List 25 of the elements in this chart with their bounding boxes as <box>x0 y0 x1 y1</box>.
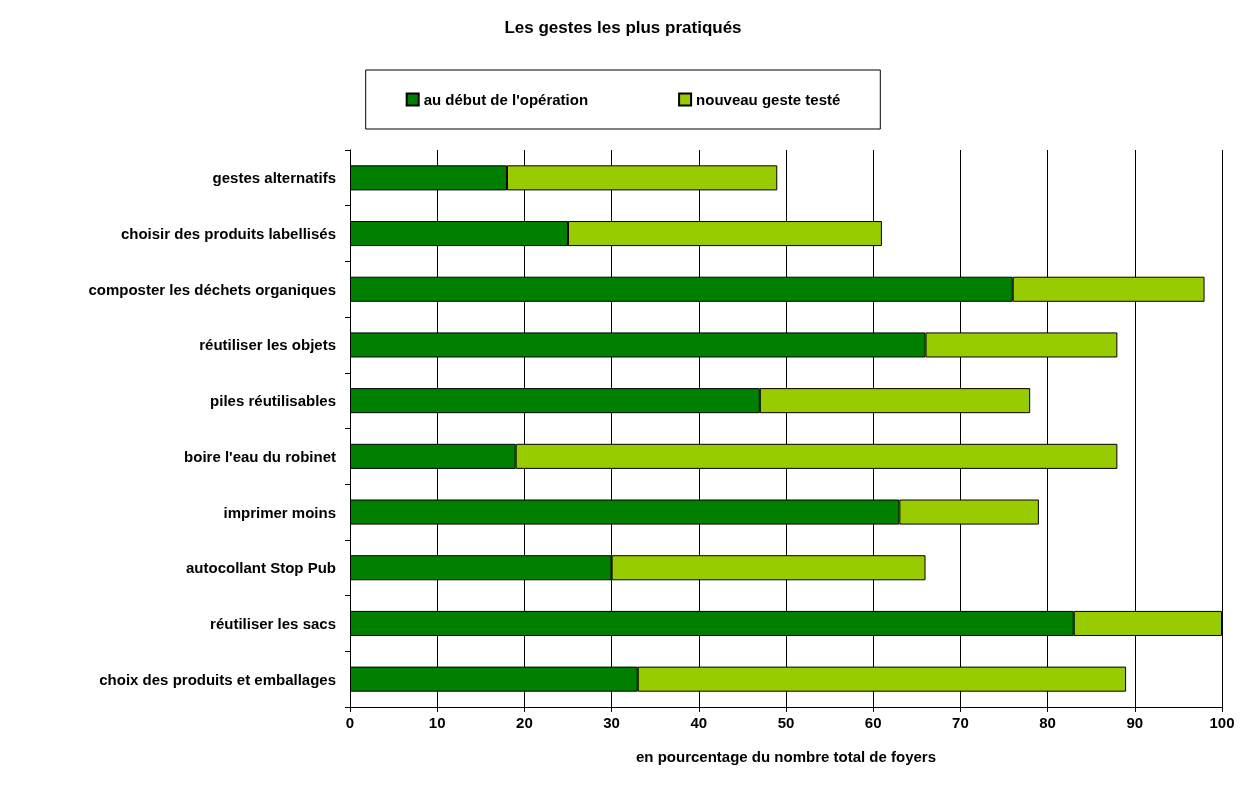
chart-title: Les gestes les plus pratiqués <box>504 18 742 37</box>
x-tick-label: 20 <box>516 714 533 731</box>
x-tick-label: 70 <box>952 714 969 731</box>
x-tick-label: 80 <box>1039 714 1056 731</box>
y-tick-label: gestes alternatifs <box>212 169 336 187</box>
x-axis-title: en pourcentage du nombre total de foyers <box>635 748 937 765</box>
x-tick-label: 50 <box>777 714 795 731</box>
x-tick-label: 40 <box>690 714 708 731</box>
legend-label: nouveau geste testé <box>696 91 841 108</box>
y-tick-label: autocollant Stop Pub <box>186 559 336 577</box>
y-tick-label: choisir des produits labellisés <box>120 225 336 243</box>
legend-label: au début de l'opération <box>423 91 589 108</box>
x-tick-label: 0 <box>345 714 355 731</box>
y-tick-label: réutiliser les objets <box>199 336 336 354</box>
y-tick-label: réutiliser les sacs <box>210 614 336 632</box>
x-tick-label: 90 <box>1126 714 1144 731</box>
y-tick-label: piles réutilisables <box>210 392 336 410</box>
y-tick-label: imprimer moins <box>223 503 336 521</box>
y-tick-label: choix des produits et emballages <box>99 670 336 688</box>
x-tick-label: 100 <box>1209 714 1235 731</box>
x-tick-label: 10 <box>428 714 446 731</box>
y-tick-label: composter les déchets organiques <box>88 280 336 298</box>
x-tick-label: 30 <box>603 714 620 731</box>
y-tick-label: boire l'eau du robinet <box>184 447 336 465</box>
x-tick-label: 60 <box>864 714 882 731</box>
